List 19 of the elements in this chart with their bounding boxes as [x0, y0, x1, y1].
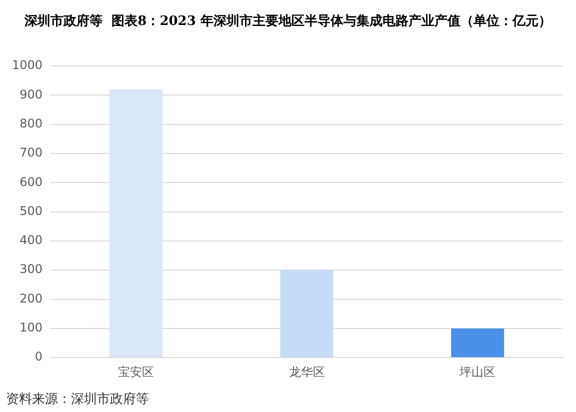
x-tick-label: 坪山区 [458, 364, 496, 379]
bar [109, 89, 162, 358]
x-tick-label: 宝安区 [118, 364, 154, 379]
y-tick-label: 300 [20, 262, 43, 276]
y-tick-label: 900 [20, 87, 43, 102]
y-tick-label: 400 [20, 233, 43, 248]
y-tick-label: 500 [20, 204, 43, 218]
y-tick-label: 700 [20, 146, 43, 160]
y-tick-label: 600 [20, 174, 43, 189]
y-tick-label: 100 [20, 320, 43, 335]
y-tick-label: 200 [20, 291, 43, 306]
y-tick-label: 1000 [12, 58, 43, 72]
bar [280, 270, 334, 358]
text: 资料来源：深圳市政府等 [6, 391, 149, 408]
bar [451, 328, 504, 358]
chart-title: 深圳市政府等 图表8：2023 年深圳市主要地区半导体与集成电路产业产值（单位：亿元） [24, 12, 552, 30]
y-tick-label: 800 [20, 116, 43, 130]
y-tick-label: 0 [34, 350, 43, 364]
x-tick-label: 龙华区 [288, 364, 325, 379]
